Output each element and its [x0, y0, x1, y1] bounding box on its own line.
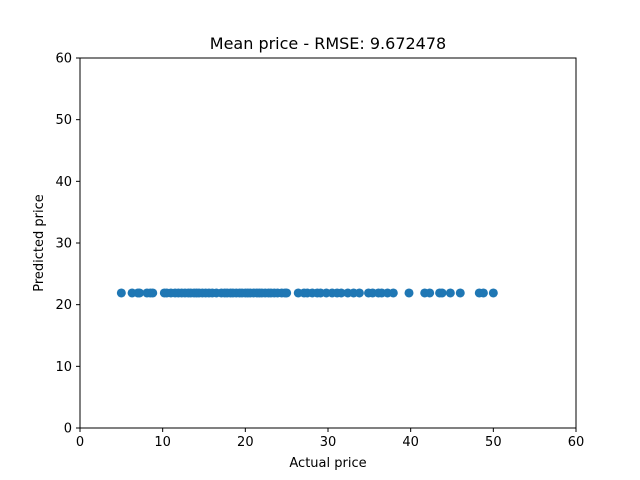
data-point: [437, 288, 447, 298]
x-tick-label: 30: [320, 435, 337, 450]
data-point: [282, 288, 292, 298]
scatter-points: [116, 288, 498, 298]
data-point: [354, 288, 364, 298]
data-point: [478, 288, 488, 298]
data-point: [425, 288, 435, 298]
data-point: [336, 288, 346, 298]
y-axis-label: Predicted price: [32, 194, 47, 292]
data-point: [135, 288, 145, 298]
data-point: [488, 288, 498, 298]
y-tick-label: 10: [55, 360, 72, 375]
x-tick-label: 10: [154, 435, 171, 450]
y-tick-label: 50: [55, 113, 72, 128]
x-tick-label: 60: [568, 435, 585, 450]
y-tick-label: 0: [64, 422, 72, 437]
x-axis: 0 10 20 30 40 50 60: [76, 428, 584, 450]
chart-title: Mean price - RMSE: 9.672478: [210, 34, 446, 53]
y-tick-label: 20: [55, 298, 72, 313]
data-point: [445, 288, 455, 298]
x-axis-label: Actual price: [289, 456, 366, 471]
y-tick-label: 40: [55, 175, 72, 190]
data-point: [404, 288, 414, 298]
x-tick-label: 50: [485, 435, 502, 450]
data-point: [116, 288, 126, 298]
data-point: [388, 288, 398, 298]
y-axis: 0 10 20 30 40 50 60: [55, 52, 80, 437]
x-tick-label: 20: [237, 435, 254, 450]
data-point: [148, 288, 158, 298]
y-tick-label: 30: [55, 237, 72, 252]
data-point: [455, 288, 465, 298]
plot-area: [79, 57, 577, 429]
x-tick-label: 0: [76, 435, 84, 450]
y-tick-label: 60: [55, 52, 72, 67]
x-tick-label: 40: [402, 435, 419, 450]
